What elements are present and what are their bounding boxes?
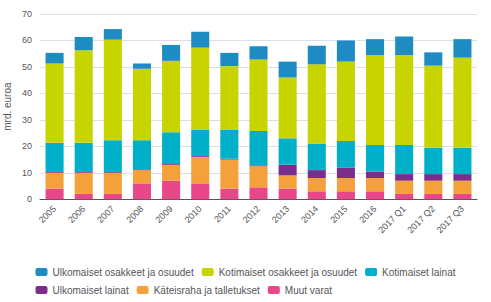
svg-text:2009: 2009	[153, 204, 174, 225]
svg-text:Ulkomaiset lainat: Ulkomaiset lainat	[53, 285, 129, 296]
svg-text:Kotimaiset osakkeet ja osuudet: Kotimaiset osakkeet ja osuudet	[219, 267, 358, 278]
svg-text:2008: 2008	[124, 204, 145, 225]
svg-text:2012: 2012	[241, 204, 262, 225]
svg-text:2010: 2010	[183, 204, 204, 225]
svg-text:0: 0	[27, 194, 32, 204]
svg-text:2017 Q3: 2017 Q3	[435, 204, 466, 235]
svg-text:2006: 2006	[66, 204, 87, 225]
svg-text:2007: 2007	[95, 204, 116, 225]
svg-text:Muut varat: Muut varat	[285, 285, 332, 296]
svg-text:70: 70	[22, 9, 32, 19]
svg-text:2016: 2016	[357, 204, 378, 225]
svg-text:2017 Q2: 2017 Q2	[405, 204, 436, 235]
svg-text:30: 30	[22, 115, 32, 125]
svg-text:20: 20	[22, 141, 32, 151]
svg-text:2013: 2013	[270, 204, 291, 225]
svg-text:2017 Q1: 2017 Q1	[376, 204, 407, 235]
svg-text:2015: 2015	[328, 204, 349, 225]
svg-text:40: 40	[22, 88, 32, 98]
svg-text:60: 60	[22, 35, 32, 45]
svg-text:2011: 2011	[212, 204, 233, 225]
svg-text:2005: 2005	[37, 204, 58, 225]
svg-text:Ulkomaiset osakkeet ja osuudet: Ulkomaiset osakkeet ja osuudet	[53, 267, 194, 278]
svg-text:mrd. euroa: mrd. euroa	[2, 82, 13, 131]
svg-text:10: 10	[22, 168, 32, 178]
svg-text:Käteisraha ja talletukset: Käteisraha ja talletukset	[154, 285, 260, 296]
svg-text:Kotimaiset lainat: Kotimaiset lainat	[382, 267, 456, 278]
svg-text:2014: 2014	[299, 204, 320, 225]
svg-text:50: 50	[22, 62, 32, 72]
